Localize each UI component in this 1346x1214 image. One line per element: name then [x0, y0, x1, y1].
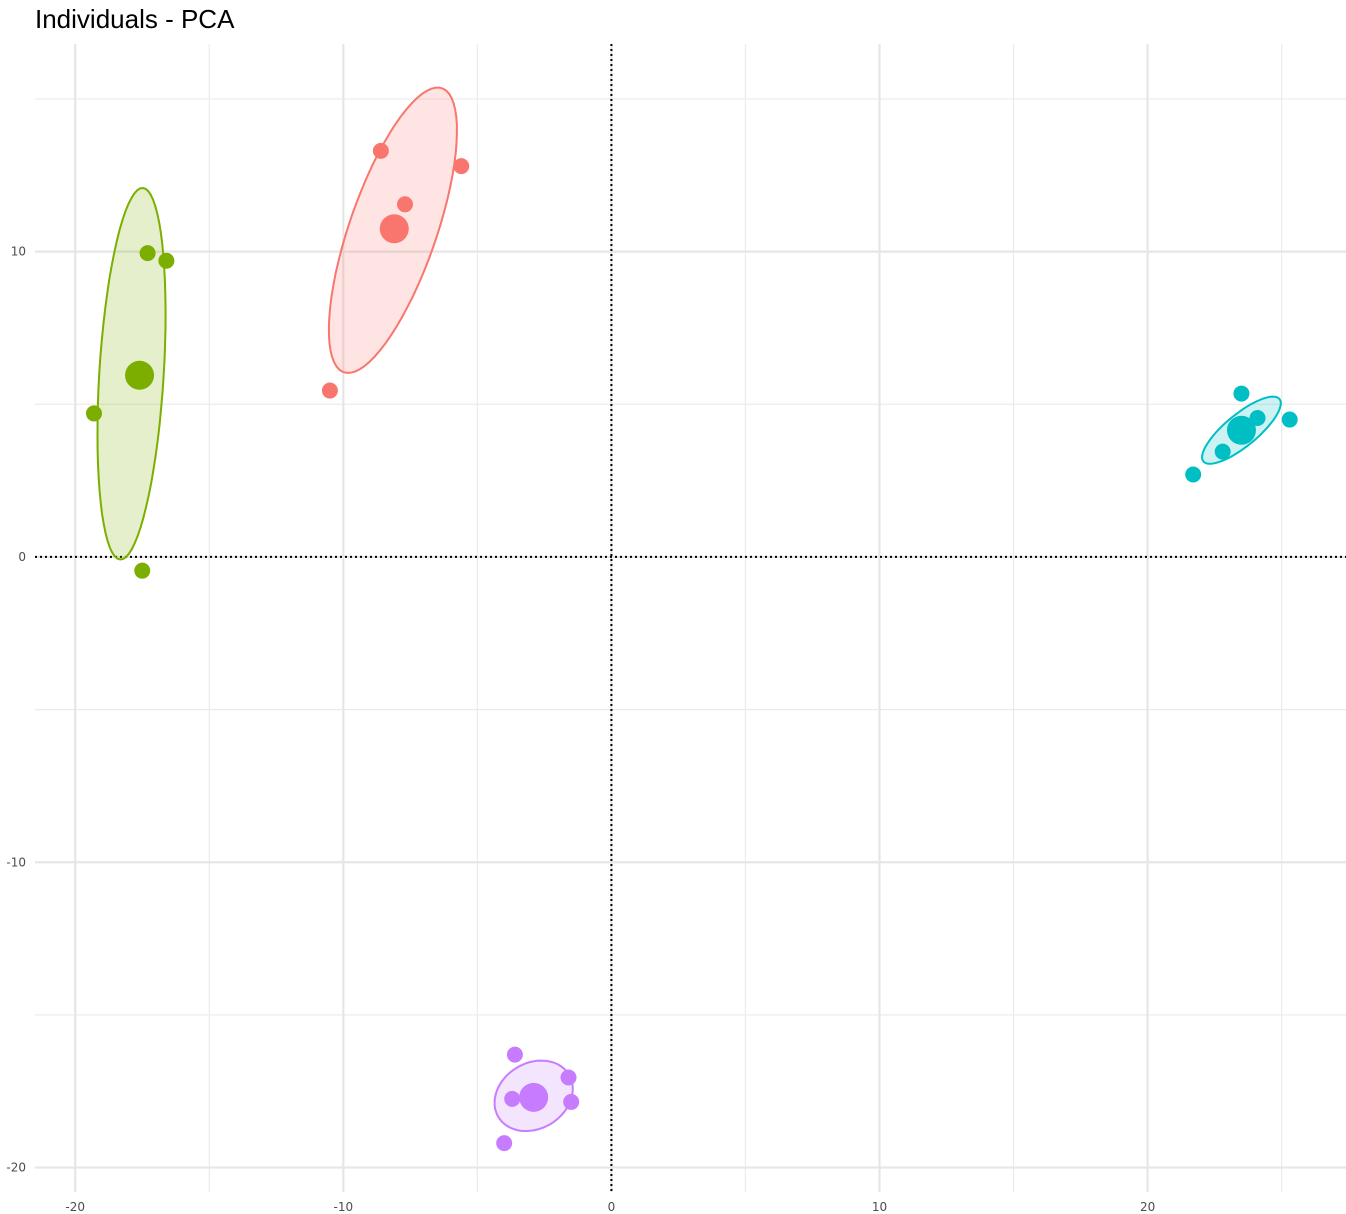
group-4-point-2 [560, 1069, 577, 1086]
group-4-point-4 [563, 1093, 580, 1110]
confidence-ellipses [96, 86, 1282, 1132]
minor-grid [35, 44, 1346, 1192]
y-tick-label: -20 [6, 1161, 26, 1175]
group-4-point-5 [496, 1135, 513, 1152]
group-1-point-4 [134, 562, 151, 579]
group-4-centroid [519, 1082, 549, 1112]
y-tick-label: 0 [18, 550, 26, 564]
group-2-point-2 [453, 158, 470, 175]
group-4-point-1 [506, 1046, 523, 1063]
y-tick-label: -10 [6, 855, 26, 869]
x-axis-ticks: -20 -10 0 10 20 [65, 1200, 1155, 1214]
group-2-point-1 [372, 142, 389, 159]
reference-lines [35, 44, 1346, 1192]
y-axis-ticks: -20 -10 0 10 [6, 245, 26, 1175]
group-3-point-1 [1233, 385, 1250, 402]
group-4-point-3 [504, 1090, 521, 1107]
group-3-point-2 [1281, 411, 1298, 428]
group-1-centroid [125, 360, 155, 390]
group-2-point-3 [396, 196, 413, 213]
x-tick-label: -20 [65, 1200, 85, 1214]
group-1-point-3 [85, 405, 102, 422]
group-1-point-2 [158, 252, 175, 269]
group-1-point-1 [139, 245, 156, 262]
x-tick-label: 20 [1140, 1200, 1155, 1214]
x-tick-label: 0 [608, 1200, 616, 1214]
x-tick-label: 10 [872, 1200, 887, 1214]
group-2-point-4 [321, 382, 338, 399]
group-3-point-3 [1249, 410, 1266, 427]
group-3-point-5 [1185, 466, 1202, 483]
group-2-centroid [379, 214, 409, 244]
group-3-centroid [1226, 415, 1256, 445]
major-grid [35, 44, 1346, 1192]
group-3-point-4 [1214, 443, 1231, 460]
data-points [85, 142, 1298, 1152]
y-tick-label: 10 [11, 245, 26, 259]
chart-title: Individuals - PCA [35, 4, 235, 34]
x-tick-label: -10 [334, 1200, 354, 1214]
